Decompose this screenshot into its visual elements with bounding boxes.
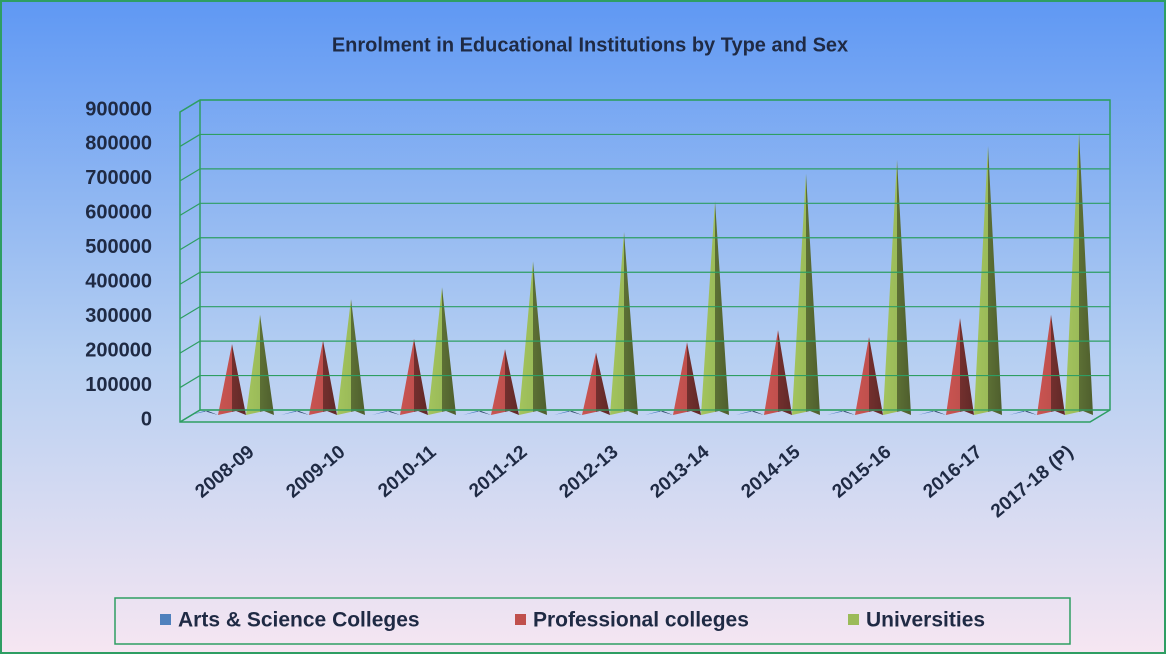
pyramid [827,411,855,415]
y-tick-label: 100000 [85,374,152,396]
grid-line [179,202,201,216]
pyramid [645,411,673,415]
pyramid [309,340,337,415]
grid-line [179,133,201,147]
pyramid [400,338,428,415]
pyramid [918,411,946,415]
y-tick-label: 500000 [85,236,152,258]
y-tick-label: 300000 [85,305,152,327]
pyramid [491,349,519,415]
y-tick-label: 400000 [85,271,152,293]
pyramid [463,411,491,415]
grid-line [179,375,201,389]
pyramid [792,173,820,415]
chart-title: Enrolment in Educational Institutions by… [332,34,848,56]
y-tick-label: 800000 [85,133,152,155]
pyramid [218,343,246,415]
pyramid [337,299,365,415]
pyramid [673,342,701,415]
legend-swatch [515,614,526,625]
legend-label: Professional colleges [533,609,749,632]
grid-line [179,237,201,251]
pyramid [764,330,792,415]
pyramid [519,261,547,415]
pyramid [1037,314,1065,415]
grid-line [179,409,201,423]
y-tick-label: 700000 [85,167,152,189]
y-tick-label: 0 [141,408,152,430]
pyramid [701,201,729,415]
pyramid [190,411,218,415]
y-tick-label: 600000 [85,202,152,224]
legend-label: Universities [866,609,985,632]
legend-swatch [848,614,859,625]
pyramid [428,287,456,415]
pyramid [610,232,638,415]
y-tick-label: 900000 [85,98,152,120]
pyramid [246,314,274,415]
grid-line [179,306,201,320]
legend-swatch [160,614,171,625]
grid-line [179,99,201,113]
pyramid [1065,132,1093,415]
pyramid [974,145,1002,415]
pyramid [372,411,400,415]
y-tick-label: 200000 [85,339,152,361]
legend-label: Arts & Science Colleges [178,609,420,632]
pyramid [582,352,610,415]
pyramid [883,159,911,415]
pyramid [554,411,582,415]
pyramid [281,411,309,415]
pyramid [946,318,974,415]
grid-line [179,271,201,285]
pyramid [736,411,764,415]
grid-line [179,168,201,182]
pyramid [1009,411,1037,415]
legend-box [114,597,1071,645]
grid-line [179,340,201,354]
